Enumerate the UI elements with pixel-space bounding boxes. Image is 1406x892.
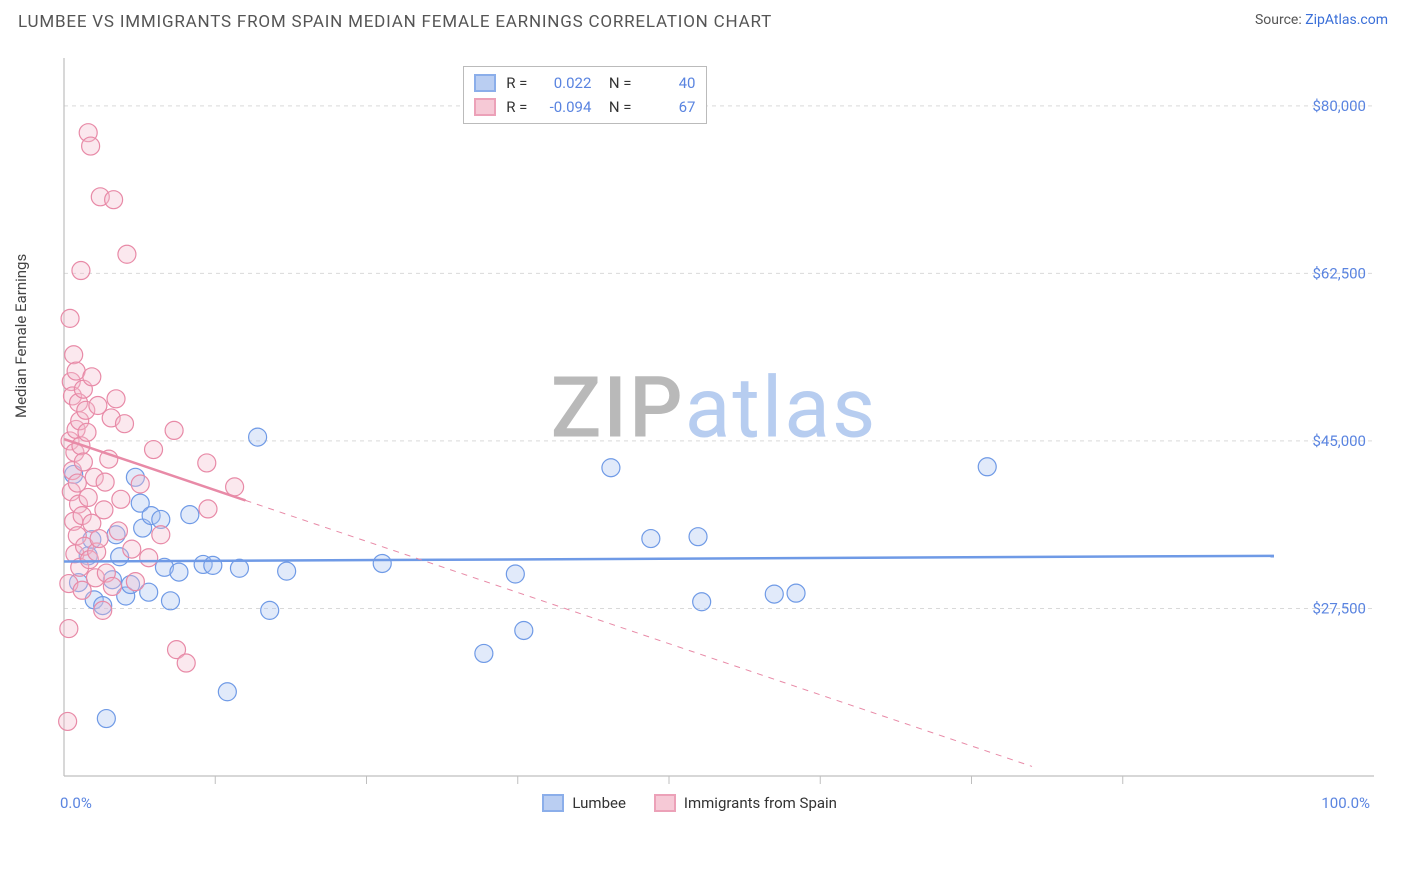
source-link[interactable]: ZipAtlas.com — [1305, 12, 1388, 28]
scatter-plot: $27,500$45,000$62,500$80,000 ZIPatlas R … — [54, 58, 1374, 818]
chart-title: LUMBEE VS IMMIGRANTS FROM SPAIN MEDIAN F… — [18, 12, 772, 32]
series-legend: Lumbee Immigrants from Spain — [542, 794, 837, 812]
legend-item: Lumbee — [542, 794, 626, 812]
source-label: Source: ZipAtlas.com — [1255, 12, 1388, 28]
correlation-legend: R =0.022 N =40 R =-0.094 N =67 — [463, 66, 706, 124]
legend-row: R =-0.094 N =67 — [474, 95, 695, 119]
legend-item: Immigrants from Spain — [654, 794, 837, 812]
svg-text:$80,000: $80,000 — [1312, 97, 1366, 115]
legend-row: R =0.022 N =40 — [474, 71, 695, 95]
x-axis-max-label: 100.0% — [1321, 794, 1370, 812]
svg-text:$62,500: $62,500 — [1312, 264, 1366, 282]
y-axis-label: Median Female Earnings — [12, 254, 30, 418]
svg-text:$45,000: $45,000 — [1312, 432, 1366, 450]
svg-text:$27,500: $27,500 — [1312, 599, 1366, 617]
x-axis-min-label: 0.0% — [60, 794, 92, 812]
